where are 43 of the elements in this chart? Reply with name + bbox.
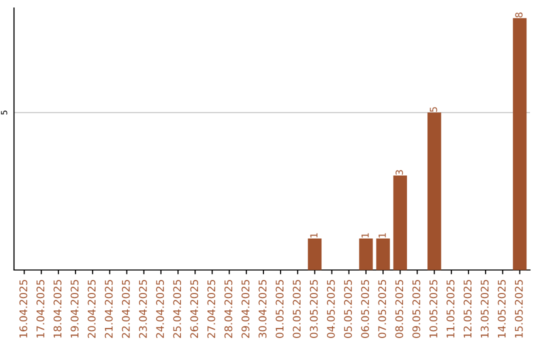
data-label: 3: [396, 170, 403, 175]
x-tick-label: 04.05.2025: [326, 280, 335, 338]
x-tick-label: 30.04.2025: [258, 280, 266, 338]
x-tick-label: 14.05.2025: [498, 280, 506, 338]
data-label: 1: [378, 233, 386, 238]
x-tick-label: 21.04.2025: [104, 280, 113, 338]
bar: [308, 238, 322, 270]
bar: [512, 18, 527, 270]
bar: [359, 238, 373, 270]
x-tick-label: 09.05.2025: [412, 280, 420, 338]
x-tick-label: 12.05.2025: [464, 280, 472, 338]
x-tick-label: 02.05.2025: [292, 280, 301, 338]
x-tick-label: 26.04.2025: [190, 280, 198, 338]
x-tick-label: 03.05.2025: [310, 280, 318, 338]
x-tick-label: 22.04.2025: [122, 280, 130, 338]
bar: [393, 176, 407, 270]
x-tick-label: 29.04.2025: [242, 280, 250, 338]
x-tick-label: 27.04.2025: [207, 280, 216, 338]
x-tick-label: 19.04.2025: [70, 280, 79, 338]
x-tick-label: 18.04.2025: [54, 280, 62, 338]
x-tick-label: 05.05.2025: [344, 280, 352, 338]
x-tick-label: 06.05.2025: [361, 280, 369, 338]
x-tick-label: 11.05.2025: [446, 280, 454, 338]
x-tick-label: 20.04.2025: [88, 280, 96, 338]
x-tick-label: 01.05.2025: [276, 280, 284, 338]
x-tick-label: 17.04.2025: [36, 280, 44, 338]
x-tick-label: 07.05.2025: [378, 280, 386, 338]
x-tick-label: 28.04.2025: [224, 280, 232, 338]
x-tick-label: 10.05.2025: [429, 280, 438, 338]
x-tick-label: 23.04.2025: [139, 280, 147, 338]
x-tick-label: 15.05.2025: [514, 280, 523, 338]
x-tick-label: 13.05.2025: [480, 280, 489, 338]
data-label: 5: [430, 107, 438, 112]
data-label: 1: [310, 233, 318, 238]
x-tick-label: 24.04.2025: [156, 280, 164, 338]
x-tick-label: 25.04.2025: [173, 280, 182, 338]
bar: [376, 238, 390, 270]
bar: [427, 112, 442, 270]
data-label: 8: [515, 12, 523, 18]
x-tick-label: 16.04.2025: [19, 280, 28, 338]
ref-line-label: 5: [1, 110, 8, 115]
x-tick-label: 08.05.2025: [395, 280, 404, 338]
data-label: 1: [362, 233, 369, 238]
